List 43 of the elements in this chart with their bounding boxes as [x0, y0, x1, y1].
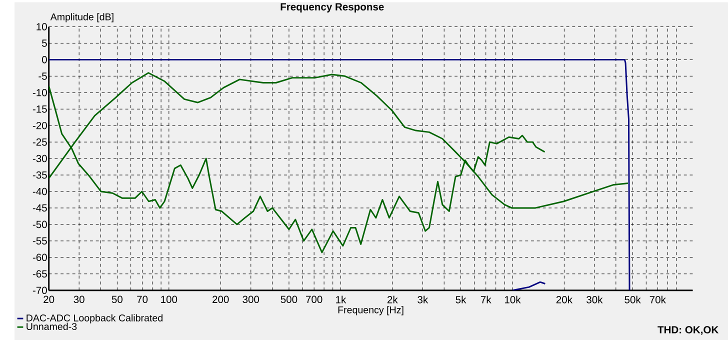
x-tick-label: 70k [650, 296, 666, 304]
x-tick-label: 200 [212, 296, 229, 303]
y-tick-label: 10 [36, 22, 47, 30]
chart-title: Frequency Response [280, 3, 384, 12]
y-tick-label: -70 [32, 286, 47, 294]
x-tick-label: 1k [336, 296, 346, 304]
y-tick-label: -10 [32, 88, 47, 96]
x-tick-label: 3k [418, 296, 428, 304]
x-axis-title: Frequency [Hz] [338, 306, 404, 316]
x-tick-label: 70 [137, 296, 148, 303]
x-tick-label: 2k [387, 296, 398, 304]
y-tick-label: -50 [32, 220, 47, 228]
x-tick-label: 500 [280, 296, 298, 303]
x-tick-label: 50k [624, 296, 641, 304]
legend-label: Unnamed-3 [26, 322, 77, 330]
text: THD: OK,OK [658, 326, 719, 335]
y-tick-label: -35 [32, 171, 47, 179]
x-tick-label: 20k [556, 296, 572, 304]
x-tick-label: 10k [504, 296, 521, 304]
x-tick-label: 700 [306, 296, 322, 303]
y-tick-label: -15 [32, 105, 47, 113]
y-tick-label: -20 [32, 122, 47, 130]
line-series [512, 281, 546, 290]
x-tick-label: 30 [74, 296, 84, 303]
y-tick-label: 0 [42, 56, 47, 64]
y-tick-label: -30 [32, 154, 47, 162]
x-tick-label: 50 [112, 296, 123, 303]
y-tick-label: -40 [32, 188, 47, 195]
y-tick-label: 5 [42, 39, 47, 47]
x-tick-label: 30k [586, 296, 603, 304]
x-tick-label: 5k [456, 296, 466, 304]
x-tick-label: 300 [242, 296, 260, 303]
x-tick-label: 7k [480, 296, 492, 304]
x-tick-label: 100 [161, 296, 178, 303]
y-tick-label: -45 [32, 204, 47, 212]
y-tick-label: -55 [32, 237, 47, 244]
y-tick-label: -5 [38, 72, 47, 80]
y-axis-title: Amplitude [dB] [50, 12, 114, 22]
y-tick-label: -60 [32, 254, 47, 261]
x-tick-label: 20 [44, 296, 54, 303]
y-tick-label: -65 [32, 270, 47, 278]
legend-label: DAC-ADC Loopback Calibrated [26, 314, 162, 324]
y-tick-label: -25 [32, 138, 47, 146]
